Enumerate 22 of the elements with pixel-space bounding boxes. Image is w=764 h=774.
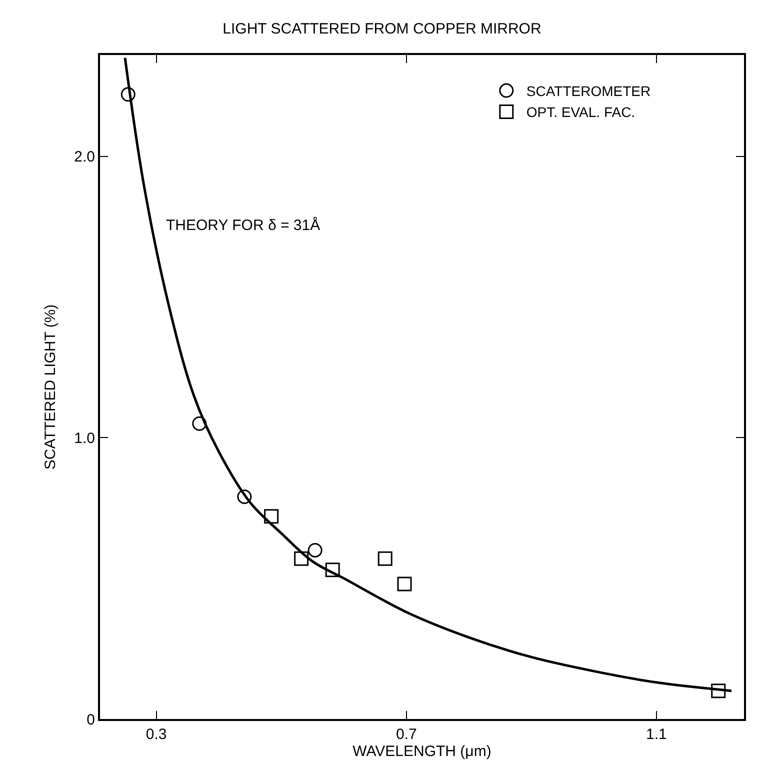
point [325,562,340,578]
y-axis-title: SCATTERED LIGHT (%) [42,304,59,470]
y-tick-label: 0 [86,711,95,728]
point [378,551,392,566]
legend-label: SCATTEROMETER [526,82,651,99]
point [711,684,726,698]
x-tick-label: 1.1 [646,726,667,743]
chart-title: LIGHT SCATTERED FROM COPPER MIRROR [222,20,542,38]
y-tick-label: 1.0 [74,430,95,447]
y-tick-label: 2.0 [74,148,95,166]
x-tick-label: 0.7 [396,726,417,743]
point [120,87,136,102]
point [237,489,252,504]
point [397,576,412,592]
x-tick-label: 0.3 [146,726,167,743]
point [192,416,207,431]
point [264,509,279,524]
x-axis-title: WAVELENGTH (μm) [352,743,492,760]
annotation: THEORY FOR δ = 31Å [166,216,320,234]
legend-label: OPT. EVAL. FAC. [526,104,636,120]
point [308,542,322,558]
point [294,551,309,566]
